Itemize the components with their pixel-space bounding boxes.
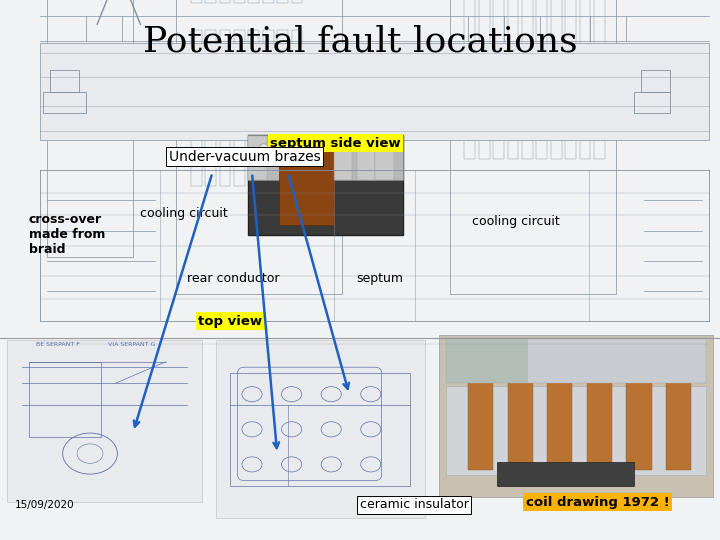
Bar <box>497 462 634 486</box>
Text: cooling circuit: cooling circuit <box>140 207 228 220</box>
Circle shape <box>455 350 467 359</box>
FancyBboxPatch shape <box>40 43 709 140</box>
Bar <box>7 340 202 502</box>
Circle shape <box>657 350 668 359</box>
Bar <box>248 135 403 235</box>
Bar <box>263 122 274 186</box>
Circle shape <box>599 350 611 359</box>
Bar <box>292 122 302 186</box>
Bar <box>248 0 259 3</box>
Circle shape <box>290 144 300 150</box>
Bar <box>248 136 267 180</box>
Text: septum: septum <box>356 272 403 285</box>
Circle shape <box>570 350 582 359</box>
Circle shape <box>260 144 269 150</box>
Bar <box>234 122 245 186</box>
Bar <box>279 150 333 225</box>
Bar <box>547 364 572 470</box>
Bar <box>446 338 706 383</box>
Text: VIA SERPANT G: VIA SERPANT G <box>108 342 156 347</box>
Bar <box>277 30 288 94</box>
Bar <box>220 122 230 186</box>
Bar <box>292 0 302 3</box>
Text: cooling circuit: cooling circuit <box>472 215 559 228</box>
Bar <box>191 122 202 186</box>
Bar <box>634 92 670 113</box>
Bar <box>43 92 86 113</box>
Text: septum side view: septum side view <box>270 137 400 150</box>
Text: ceramic insulator: ceramic insulator <box>359 498 469 511</box>
Circle shape <box>541 350 553 359</box>
Circle shape <box>513 350 524 359</box>
Bar <box>536 0 547 159</box>
Bar <box>356 136 375 180</box>
Bar <box>479 0 490 159</box>
Text: top view: top view <box>198 315 262 328</box>
FancyBboxPatch shape <box>0 0 720 338</box>
Text: Under-vacuum brazes: Under-vacuum brazes <box>169 150 320 164</box>
Bar <box>439 335 713 497</box>
Bar <box>508 364 533 470</box>
Circle shape <box>685 350 697 359</box>
Text: cross-over
made from
braid: cross-over made from braid <box>29 213 105 256</box>
Circle shape <box>628 350 639 359</box>
Bar <box>191 0 202 3</box>
Text: Potential fault locations: Potential fault locations <box>143 24 577 58</box>
Bar <box>333 136 352 180</box>
Text: coil drawing 1972 !: coil drawing 1972 ! <box>526 496 670 509</box>
Text: rear conductor: rear conductor <box>187 272 279 285</box>
Bar <box>205 0 216 3</box>
Bar <box>176 0 342 294</box>
Bar <box>220 0 230 3</box>
Bar <box>277 122 288 186</box>
Bar <box>493 0 504 159</box>
Bar <box>468 364 493 470</box>
FancyBboxPatch shape <box>0 338 720 540</box>
Circle shape <box>360 144 369 150</box>
Text: 15/09/2020: 15/09/2020 <box>14 500 74 510</box>
Bar <box>230 373 410 486</box>
Bar <box>220 30 230 94</box>
Bar <box>446 338 528 383</box>
Bar <box>464 0 475 159</box>
Bar <box>446 386 706 475</box>
Bar <box>666 364 691 470</box>
Bar <box>450 0 616 294</box>
Bar <box>375 136 394 180</box>
Bar <box>263 30 274 94</box>
Bar <box>234 0 245 3</box>
Bar <box>551 0 562 159</box>
Bar <box>292 30 302 94</box>
Bar <box>234 30 245 94</box>
Bar <box>263 0 274 3</box>
Bar <box>29 362 101 437</box>
Circle shape <box>484 350 495 359</box>
Bar <box>522 0 533 159</box>
Bar <box>565 0 576 159</box>
Bar <box>47 0 133 256</box>
Bar <box>587 364 612 470</box>
Bar <box>508 0 518 159</box>
Text: BE SERPANT F: BE SERPANT F <box>36 342 80 347</box>
Bar <box>205 30 216 94</box>
Circle shape <box>383 144 392 150</box>
Bar <box>580 0 590 159</box>
Bar <box>248 30 259 94</box>
Bar <box>216 340 425 518</box>
Bar <box>248 135 403 180</box>
Bar <box>626 364 652 470</box>
Circle shape <box>329 144 338 150</box>
Bar <box>191 30 202 94</box>
Bar <box>277 0 288 3</box>
Bar <box>248 122 259 186</box>
Bar <box>594 0 605 159</box>
Bar <box>641 70 670 92</box>
Bar <box>50 70 79 92</box>
Bar <box>205 122 216 186</box>
